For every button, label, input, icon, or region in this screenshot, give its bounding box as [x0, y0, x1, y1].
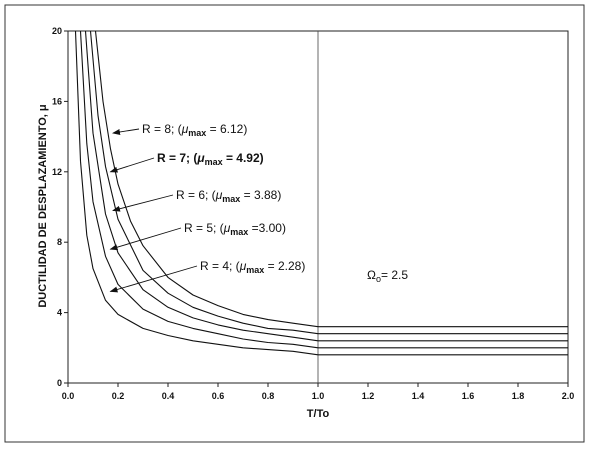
- plot-layer: [67, 30, 569, 384]
- annotation-label: R = 5; (μmax =3.00): [184, 221, 286, 237]
- annotation-arrow: [112, 128, 140, 135]
- omega-symbol: Ω: [367, 268, 376, 282]
- annotation-mu: μ: [196, 151, 205, 165]
- outer-border: [4, 4, 585, 443]
- x-tick-label: 1.4: [412, 391, 425, 401]
- series-line-r5: [79, 30, 568, 349]
- annotation-subscript: max: [246, 265, 264, 275]
- annotation-subscript: max: [188, 128, 206, 138]
- annotation-prefix: R = 5; (: [184, 221, 224, 235]
- annotation-label: R = 7; (μmax = 4.92): [157, 151, 264, 167]
- tick-layer: 0.0 0.2 0.4 0.6 0.8 1.0 1.2 1.4 1.6 1.8 2.0 0 4 8 12 16…: [52, 26, 574, 401]
- y-tick-label: 8: [57, 237, 62, 247]
- annotation-arrow: [109, 265, 198, 293]
- omega-subscript: o: [376, 274, 381, 284]
- x-tick-label: 0.6: [212, 391, 225, 401]
- annotation-value: =3.00): [248, 221, 286, 235]
- annotation-value: = 3.88): [240, 188, 281, 202]
- annotation-label: R = 6; (μmax = 3.88): [176, 188, 281, 204]
- y-tick-label: 20: [52, 26, 62, 36]
- annotation-value: = 2.28): [264, 259, 305, 273]
- annotation-layer: R = 8; (μmax = 6.12)R = 7; (μmax = 4.92)…: [109, 122, 305, 293]
- y-tick-label: 4: [57, 308, 62, 318]
- x-tick-label: 1.6: [462, 391, 475, 401]
- omega-value: = 2.5: [381, 268, 408, 282]
- x-tick-label: 1.2: [362, 391, 375, 401]
- y-tick-label: 12: [52, 167, 62, 177]
- y-axis-title: DUCTILIDAD DE DESPLAZAMIENTO, μ: [37, 104, 49, 307]
- x-axis-title: T/To: [307, 408, 330, 420]
- annotation-arrow: [109, 157, 155, 173]
- annotation-mu: μ: [181, 122, 189, 136]
- annotation-prefix: R = 4; (: [200, 259, 240, 273]
- x-tick-label: 2.0: [562, 391, 575, 401]
- x-tick-label: 1.8: [512, 391, 525, 401]
- x-tick-label: 0.8: [262, 391, 275, 401]
- annotation-label: R = 8; (μmax = 6.12): [142, 122, 247, 138]
- omega-label: Ωo= 2.5: [367, 268, 408, 284]
- series-line-r8: [94, 30, 568, 328]
- x-tick-label: 0.0: [62, 391, 75, 401]
- annotation-subscript: max: [230, 227, 248, 237]
- y-tick-label: 0: [57, 378, 62, 388]
- series-layer: [74, 30, 568, 356]
- series-line-r6: [84, 30, 568, 342]
- y-tick-label: 16: [52, 96, 62, 106]
- annotation-arrow: [109, 227, 182, 251]
- annotation-subscript: max: [222, 194, 240, 204]
- series-line-r7: [89, 30, 568, 335]
- annotation-prefix: R = 8; (: [142, 122, 182, 136]
- annotation-prefix: R = 7; (: [157, 151, 197, 165]
- x-tick-label: 0.2: [112, 391, 125, 401]
- annotation-prefix: R = 6; (: [176, 188, 216, 202]
- x-tick-label: 1.0: [312, 391, 325, 401]
- annotation-value: = 6.12): [206, 122, 247, 136]
- annotation-mu: μ: [239, 259, 247, 273]
- series-line-r4: [74, 30, 568, 356]
- x-tick-label: 0.4: [162, 391, 175, 401]
- annotation-mu: μ: [215, 188, 223, 202]
- annotation-arrow: [112, 194, 174, 212]
- annotation-value: = 4.92): [223, 151, 264, 165]
- annotation-label: R = 4; (μmax = 2.28): [200, 259, 305, 275]
- annotation-mu: μ: [223, 221, 231, 235]
- annotation-subscript: max: [205, 157, 223, 167]
